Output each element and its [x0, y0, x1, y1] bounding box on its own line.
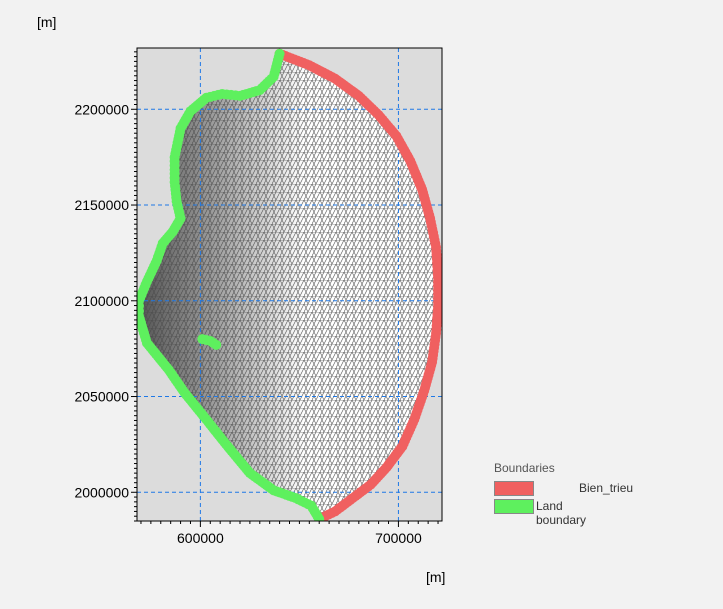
y-tick-label-1: 2050000	[74, 389, 129, 405]
legend-title: Boundaries	[494, 461, 555, 475]
x-tick-label-0: 600000	[177, 530, 224, 546]
legend-swatch-land-boundary	[494, 499, 534, 514]
x-axis-unit: [m]	[426, 569, 446, 585]
y-tick-label-0: 2000000	[74, 484, 129, 500]
y-tick-label-2: 2100000	[74, 293, 129, 309]
series-1-point-27	[274, 48, 285, 59]
x-tick-label-1: 700000	[375, 530, 422, 546]
legend: Boundaries Bien_trieu Land boundary	[494, 461, 633, 527]
series-layer	[137, 48, 442, 521]
series-2-point-2	[211, 339, 222, 350]
y-tick-label-4: 2200000	[74, 101, 129, 117]
y-tick-label-3: 2150000	[74, 197, 129, 213]
y-axis-unit: [m]	[37, 14, 57, 30]
legend-item-bien-trieu: Bien_trieu	[494, 480, 633, 498]
legend-label-bien-trieu: Bien_trieu	[579, 481, 634, 495]
axis-layer: 2000000 2050000 2100000 2150000 2200000 60000…	[74, 47, 443, 546]
legend-swatch-bien-trieu	[494, 481, 534, 496]
legend-item-land-boundary: Land boundary	[494, 498, 586, 527]
legend-label-land-boundary: Land boundary	[536, 499, 587, 527]
